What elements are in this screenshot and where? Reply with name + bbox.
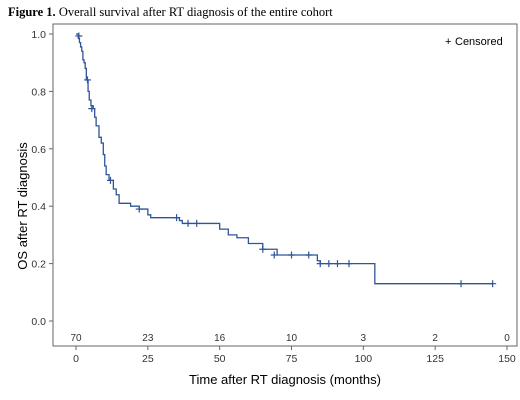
x-tick-label: 100 — [355, 353, 373, 365]
censor-mark — [305, 251, 313, 259]
at-risk-row: 70 23 16 10 3 2 0 — [70, 333, 510, 344]
censor-mark — [83, 76, 91, 84]
x-tick-label: 125 — [426, 353, 444, 365]
censor-mark — [316, 260, 324, 268]
legend-label: Censored — [455, 36, 503, 48]
censor-mark — [173, 214, 181, 222]
at-risk-label: 3 — [361, 333, 367, 344]
censor-mark — [457, 280, 465, 288]
x-axis: 0 25 50 75 100 125 150 — [73, 346, 516, 365]
figure-caption-text: Overall survival after RT diagnosis of t… — [58, 5, 333, 19]
censor-mark — [270, 251, 278, 259]
censor-mark — [75, 32, 83, 40]
at-risk-label: 23 — [142, 333, 154, 344]
y-tick-label: 0.8 — [31, 86, 46, 98]
y-tick-label: 0.6 — [31, 144, 46, 156]
legend: + Censored — [445, 36, 503, 48]
censor-mark — [345, 260, 353, 268]
x-axis-title: Time after RT diagnosis (months) — [189, 372, 381, 387]
at-risk-label: 0 — [504, 333, 510, 344]
legend-symbol: + — [445, 36, 451, 48]
x-tick-label: 0 — [73, 353, 79, 365]
survival-series — [75, 32, 497, 288]
censor-mark — [325, 260, 333, 268]
censor-mark — [333, 260, 341, 268]
x-tick-label: 25 — [142, 353, 154, 365]
x-tick-label: 75 — [286, 353, 298, 365]
survival-curve — [76, 33, 493, 285]
at-risk-label: 2 — [432, 333, 438, 344]
figure-label: Figure 1. — [8, 5, 56, 19]
censor-mark — [288, 251, 295, 259]
censor-mark — [135, 205, 143, 213]
figure-caption: Figure 1. Overall survival after RT diag… — [8, 5, 513, 20]
at-risk-label: 10 — [286, 333, 298, 344]
at-risk-label: 70 — [70, 333, 82, 344]
censor-mark — [88, 105, 96, 113]
censor-mark — [193, 219, 201, 227]
y-axis-title: OS after RT diagnosis — [15, 142, 30, 270]
y-tick-label: 0.0 — [31, 316, 46, 328]
y-axis: 0.0 0.2 0.4 0.6 0.8 1.0 — [31, 29, 53, 328]
censor-mark — [184, 219, 192, 227]
at-risk-label: 16 — [214, 333, 226, 344]
censor-mark — [106, 176, 114, 184]
x-tick-label: 150 — [498, 353, 516, 365]
y-tick-label: 0.2 — [31, 259, 46, 271]
x-tick-label: 50 — [214, 353, 226, 365]
y-tick-label: 0.4 — [31, 201, 46, 213]
censor-mark — [259, 245, 267, 253]
y-tick-label: 1.0 — [31, 29, 46, 41]
censor-mark — [489, 280, 497, 288]
plot-frame — [52, 23, 518, 347]
